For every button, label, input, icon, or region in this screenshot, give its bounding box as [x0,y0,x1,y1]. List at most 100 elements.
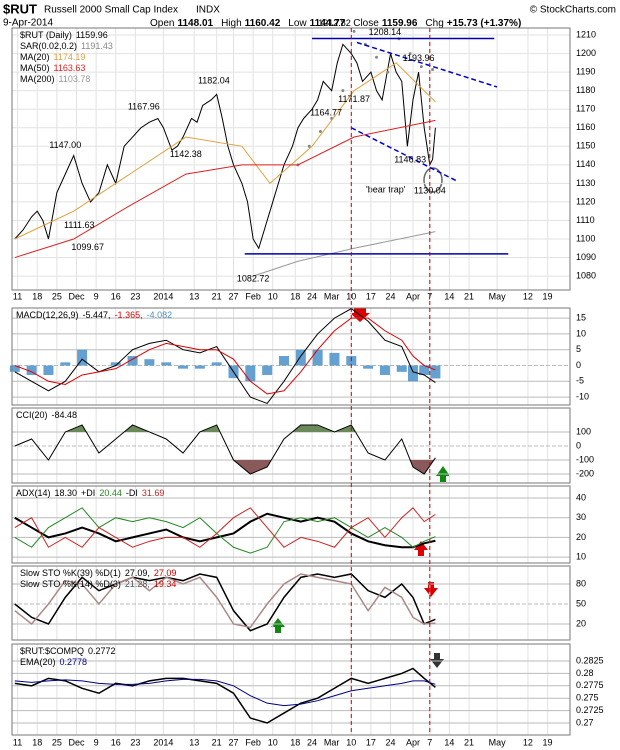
price-label: 1171.87 [338,94,370,104]
field-label: Open [150,18,174,29]
histogram-bar [194,365,205,369]
x-tick-label: 24 [386,737,396,747]
y-tick-label: 100 [576,426,591,436]
histogram-bar [43,365,54,375]
x-tick-label: 9 [94,291,99,301]
panel-frame [11,407,571,484]
histogram-bar [9,365,20,372]
legend: $RUT (Daily) 1159.96 [20,30,108,40]
x-tick-label: 18 [290,737,300,747]
sar-dot [408,52,412,56]
legend: MA(200) 1103.78 [20,74,90,84]
histogram-bar [60,362,71,366]
histogram-bar [329,352,340,366]
series-line [14,424,436,475]
price-label: 1146.83 [394,155,426,165]
x-tick-label: Mar [324,291,340,301]
x-tick-label: 19 [543,737,553,747]
legend-value: 31.69 [142,488,165,498]
x-tick-label: 12 [523,737,533,747]
y-tick-label: 40 [576,492,586,502]
copyright: © StockCharts.com [530,5,616,16]
legend-name: ADX(14) [16,488,51,498]
histogram-bar [396,365,407,372]
legend-name: MA(50) [20,63,50,73]
histogram-bar [178,365,189,369]
field-label: Chg [425,18,443,29]
series-line [14,317,436,395]
x-tick-label: Apr [406,737,420,747]
x-tick-label: May [489,291,507,301]
field-label: High [221,18,242,29]
y-tick-label: 10 [576,328,586,338]
sar-dot [386,70,390,74]
y-tick-label: 20 [576,532,586,542]
field-label: Low [288,18,307,29]
x-tick-label: 2014 [153,737,173,747]
legend: Slow STO %K(39) %D(1) 27.09, 27.09 [20,568,176,578]
histogram-bar [144,359,155,366]
sar-dot [318,129,322,133]
legend-value: 1174.19 [54,52,86,62]
x-tick-label: 17 [366,291,376,301]
legend-value: -4.082 [147,310,173,320]
x-tick-label: 21 [464,291,474,301]
x-tick-label: 11 [13,291,22,301]
y-tick-label: -100 [576,454,594,464]
y-tick-label: -5 [576,376,584,386]
y-tick-label: 1080 [576,270,596,280]
legend-name: Slow STO %K(14) %D(3) [20,579,121,589]
panel-frame [11,565,571,641]
x-tick-label: 12 [523,291,533,301]
field-value: 1160.42 [245,18,281,29]
x-tick-label: 18 [32,291,42,301]
panel-frame [11,307,571,406]
legend-value: 1159.96 [76,30,108,40]
arrow-up [414,541,428,556]
legend-value: 1103.78 [59,74,91,84]
legend-value: 19.34 [154,579,177,589]
histogram-bar [363,365,374,369]
y-tick-label: 0.2825 [576,655,604,665]
quote-fields: Open 1148.01 High 1160.42 Low 1144.77 Close 115… [150,18,521,29]
legend: Slow STO %K(14) %D(3) 21.28, 19.34 [20,579,176,589]
histogram-bar [419,365,430,375]
histogram-bar [430,365,441,379]
y-tick-label: 1180 [576,85,595,95]
x-tick-label: 25 [52,737,62,747]
price-label: 1193.96 [403,53,435,63]
date: 9-Apr-2014 [3,18,53,29]
note: 'bear trap' [366,184,406,194]
legend-name: -DI [126,488,138,498]
field-value: 1159.96 [382,18,418,29]
field-value: +15.73 (+1.37%) [447,18,522,29]
legend-value: 21.28, [125,579,150,589]
trendline [356,41,498,88]
x-tick-label: 14 [444,737,454,747]
y-tick-label: 0.2725 [576,705,604,715]
x-tick-label: 10 [346,737,356,747]
x-tick-label: 7 [427,737,432,747]
symbol: $RUT [3,1,37,16]
y-tick-label: 30 [576,512,586,522]
x-tick-label: 10 [268,291,278,301]
x-tick-label: 27 [229,737,239,747]
y-tick-label: 1150 [576,141,595,151]
legend-value: 1191.43 [81,41,113,51]
legend-name: MA(200) [20,74,55,84]
y-tick-label: 1100 [576,233,595,243]
legend: $RUT:$COMPQ 0.2772 [20,646,116,656]
legend-value: 0.2778 [60,657,88,667]
x-tick-label: Apr [406,291,420,301]
sar-dot [341,89,345,93]
legend-name: MACD(12,26,9) [16,310,79,320]
legend-name: Slow STO %K(39) %D(1) [20,568,121,578]
legend-name: MA(20) [20,52,50,62]
x-tick-label: 21 [212,291,222,301]
legend-value: -84.48 [52,410,78,420]
histogram-bar [407,365,418,382]
y-tick-label: 20 [576,618,586,628]
x-tick-label: 14 [444,291,454,301]
sar-dot [431,67,435,71]
